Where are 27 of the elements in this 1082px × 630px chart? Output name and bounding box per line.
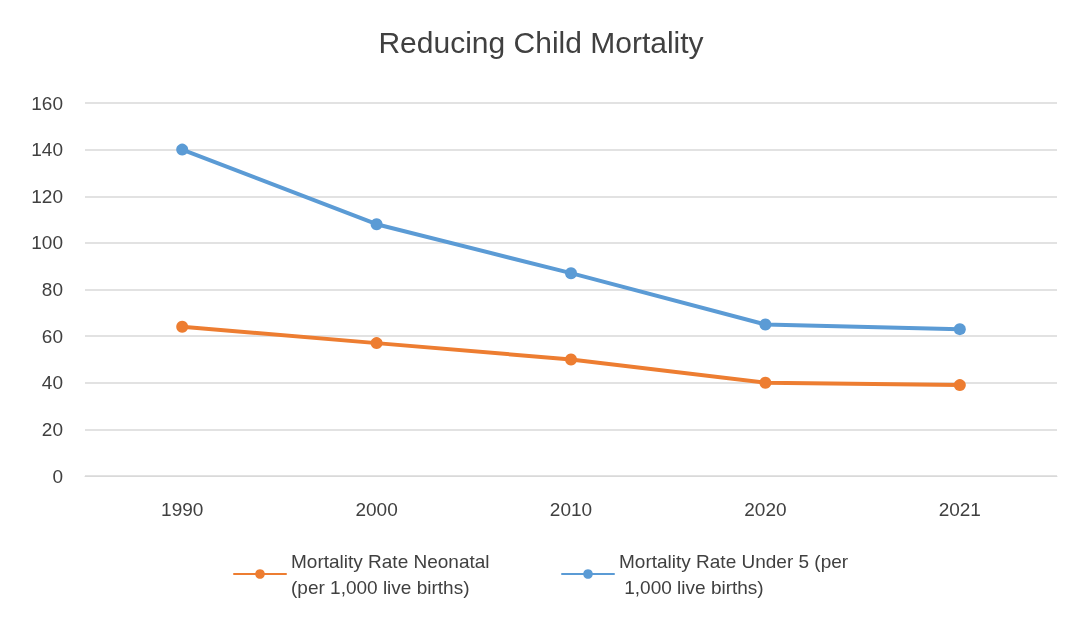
legend-label: Mortality Rate Neonatal (per 1,000 live births): [291, 550, 495, 598]
point: [565, 353, 577, 366]
point: [176, 143, 189, 156]
point: [176, 320, 189, 333]
y-tick-label: 160: [31, 92, 63, 114]
point: [953, 379, 966, 392]
y-tick-label: 120: [31, 185, 63, 207]
y-tick-label: 80: [41, 279, 63, 300]
chart-title: Reducing Child Mortality: [378, 25, 704, 59]
y-tick-label: 40: [41, 372, 63, 394]
x-tick-label: 1990: [161, 499, 204, 520]
y-tick-label: 0: [52, 465, 63, 487]
x-tick-label: 2021: [938, 499, 981, 520]
y-tick-label: 60: [41, 325, 63, 347]
x-tick-label: 2010: [549, 499, 593, 520]
point: [759, 376, 772, 389]
point: [953, 323, 966, 336]
point: [759, 318, 772, 331]
y-tick-label: 140: [31, 139, 63, 161]
x-tick-label: 2020: [744, 499, 787, 520]
x-tick-label: 2000: [355, 499, 398, 520]
point: [370, 218, 383, 231]
legend-label: Mortality Rate Under 5 (per 1,000 live births): [619, 550, 849, 598]
y-tick-label: 100: [31, 232, 63, 254]
y-tick-label: 20: [41, 418, 63, 440]
point: [370, 337, 383, 350]
point: [565, 267, 577, 280]
